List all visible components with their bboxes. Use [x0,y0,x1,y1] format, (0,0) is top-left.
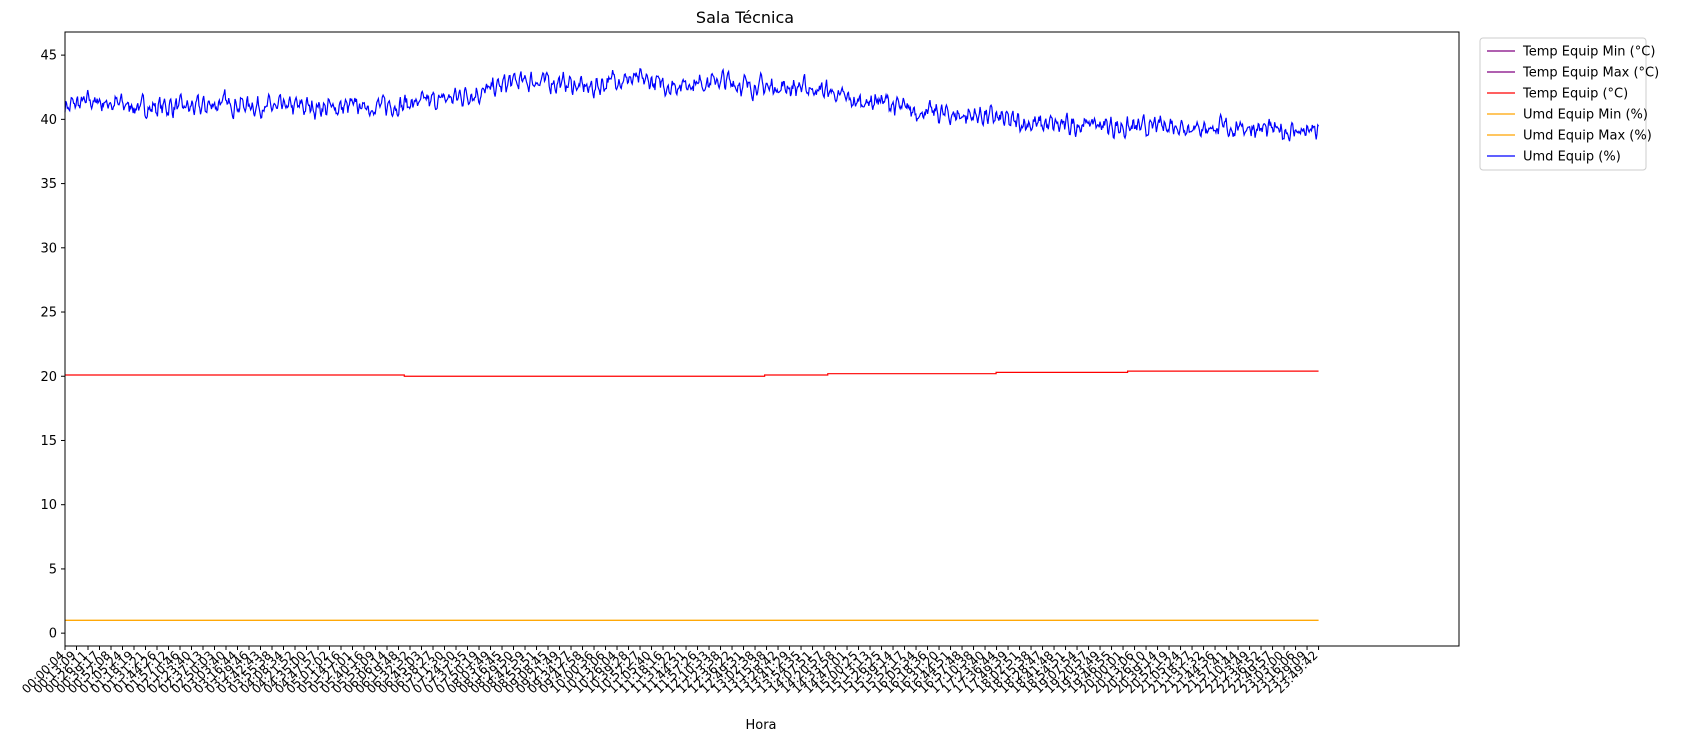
y-tick-label: 45 [40,49,57,64]
y-tick-label: 15 [40,434,57,449]
y-tick-label: 35 [40,177,57,192]
legend-entry: Umd Equip (%) [1523,150,1621,165]
legend-entry: Temp Equip Max (°C) [1522,66,1659,81]
legend-frame [1479,37,1647,171]
plot-lines [64,67,1320,621]
y-tick-label: 40 [40,113,57,128]
legend-entry: Umd Equip Max (%) [1523,129,1652,144]
y-tick-label: 30 [40,241,57,256]
series-line [64,67,1320,142]
y-tick-label: 0 [49,627,57,642]
x-axis: 00:00:0400:13:0900:26:1100:39:1700:52:08… [19,646,1321,696]
plot-frame [64,31,1460,647]
y-axis: 0 5 10 15 20 25 30 35 40 45 [40,49,65,642]
chart-title: Sala Técnica [696,8,794,27]
legend-entry: Umd Equip Min (%) [1523,108,1648,123]
x-axis-label: Hora [745,718,776,733]
legend: Temp Equip Min (°C) Temp Equip Max (°C) Te… [1479,37,1659,171]
y-tick-label: 20 [40,370,57,385]
legend-entry: Temp Equip Min (°C) [1522,45,1655,60]
y-tick-label: 25 [40,306,57,321]
y-tick-label: 5 [49,562,57,577]
y-tick-label: 10 [40,498,57,513]
legend-entry: Temp Equip (°C) [1522,87,1628,102]
series-line [65,370,1319,377]
